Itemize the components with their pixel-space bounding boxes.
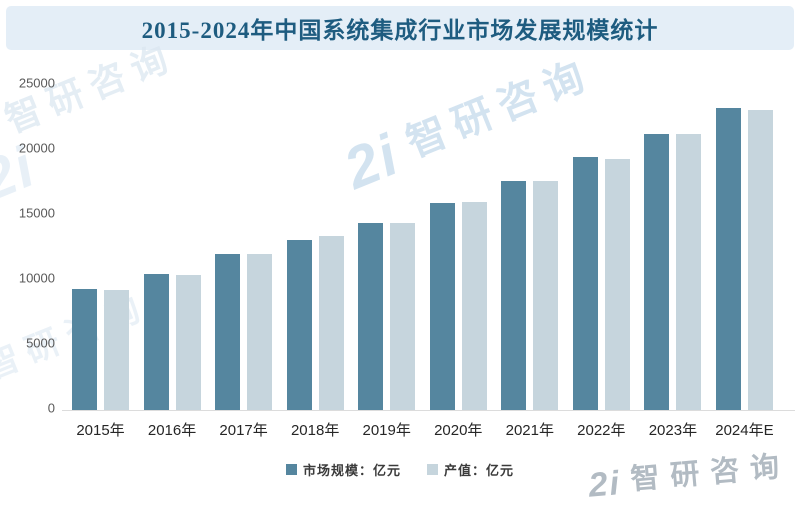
legend: 市场规模：亿元 产值：亿元	[0, 458, 800, 480]
x-axis-tick-label: 2022年	[577, 422, 626, 439]
bar-market-size	[143, 274, 169, 410]
bar-output-value	[247, 254, 273, 410]
bar-market-size	[715, 108, 741, 410]
chart-title: 2015-2024年中国系统集成行业市场发展规模统计	[141, 18, 659, 43]
x-axis-tick-label: 2021年	[505, 422, 554, 439]
legend-label-market-size: 市场规模：亿元	[302, 462, 401, 478]
chart-title-banner: 2015-2024年中国系统集成行业市场发展规模统计	[6, 6, 794, 50]
bar-output-value	[604, 159, 630, 410]
x-axis-tick-label: 2023年	[648, 422, 698, 439]
bar-output-value	[676, 134, 702, 410]
x-axis-tick-label: 2020年	[434, 422, 483, 439]
x-axis-tick-label: 2024年E	[715, 422, 774, 439]
x-axis-line	[62, 410, 795, 411]
x-axis-tick-label: 2018年	[290, 422, 340, 439]
bar-output-value	[175, 275, 201, 410]
bar-market-size	[72, 289, 97, 410]
bar-output-value	[390, 223, 416, 410]
y-axis-tick-label: 25000	[18, 75, 55, 91]
x-axis-tick-label: 2016年	[147, 422, 197, 439]
bar-output-value	[318, 236, 344, 410]
y-axis-tick-label: 20000	[18, 140, 55, 156]
x-axis-tick-label: 2019年	[362, 422, 411, 439]
legend-item-market-size: 市场规模：亿元	[285, 460, 401, 479]
bar-output-value	[533, 181, 559, 410]
y-axis-tick-label: 5000	[26, 335, 55, 351]
bar-market-size	[501, 181, 527, 410]
legend-label-output-value: 产值：亿元	[444, 462, 515, 478]
y-axis-tick-label: 10000	[18, 270, 55, 286]
bar-market-size	[215, 254, 241, 410]
x-axis-tick-label: 2017年	[219, 422, 268, 439]
y-axis-tick-label: 15000	[18, 205, 55, 221]
bar-market-size	[572, 157, 598, 410]
legend-swatch-market-size	[285, 463, 297, 475]
bar-market-size	[286, 240, 312, 410]
bar-market-size	[358, 223, 384, 410]
bar-market-size	[644, 134, 670, 410]
x-axis-tick-label: 2015年	[76, 422, 125, 439]
bar-output-value	[747, 110, 773, 410]
plot-area: 0 5000 10000 15000 20000 25000 2015年 2016年 2017年…	[18, 75, 795, 439]
y-axis-tick-label: 0	[47, 400, 55, 416]
legend-item-output-value: 产值：亿元	[427, 460, 514, 479]
bar-output-value	[104, 290, 129, 410]
bar-market-size	[429, 203, 455, 410]
bar-output-value	[461, 202, 487, 410]
legend-swatch-output-value	[427, 463, 438, 475]
